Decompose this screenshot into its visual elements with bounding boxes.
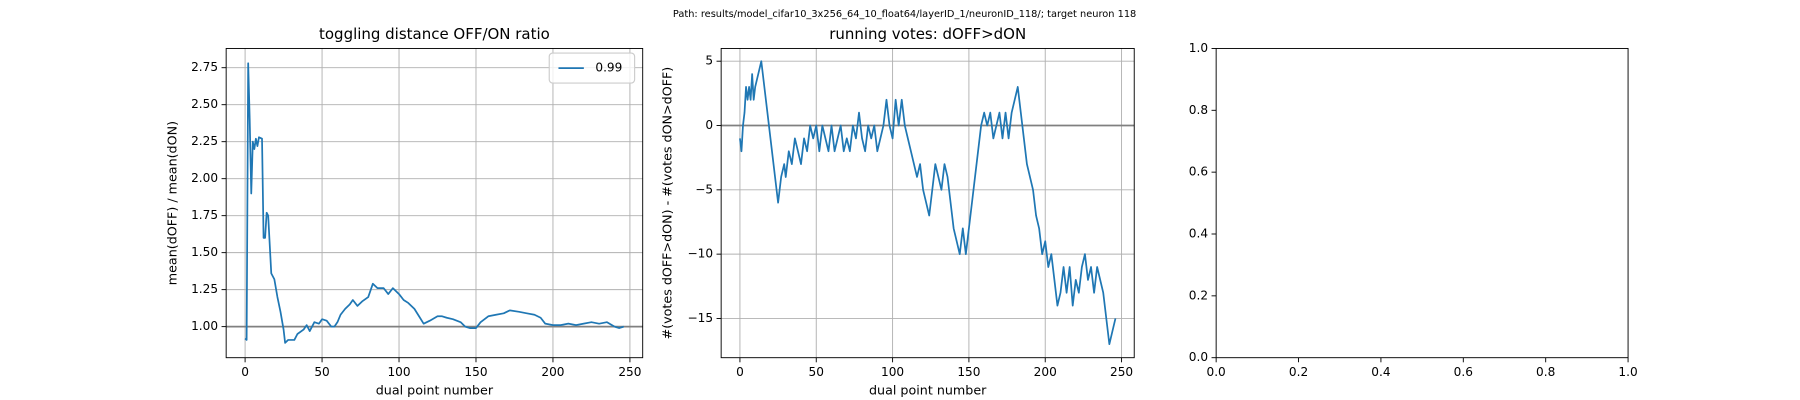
y-tick-label: 2.25	[191, 134, 218, 148]
x-tick-label: 150	[957, 365, 980, 379]
y-tick-label: 1.75	[191, 208, 218, 222]
x-tick-label: 0	[241, 365, 249, 379]
axes-frame	[720, 47, 1135, 359]
x-tick-label: 0.0	[1207, 365, 1226, 379]
x-tick-label: 100	[387, 365, 410, 379]
y-tick-label: 2.00	[191, 171, 218, 185]
x-tick-label: 0	[736, 365, 744, 379]
x-tick-label: 250	[618, 365, 641, 379]
chart-title: toggling distance OFF/ON ratio	[319, 25, 550, 43]
y-tick-label: 0.2	[1189, 288, 1208, 302]
y-tick-label: 0.4	[1189, 226, 1209, 240]
y-tick-label: −10	[688, 247, 714, 261]
legend-label: 0.99	[595, 61, 622, 75]
x-tick-label: 250	[1110, 365, 1133, 379]
axes-frame	[1215, 47, 1629, 359]
x-tick-label: 150	[464, 365, 487, 379]
x-tick-label: 200	[1034, 365, 1057, 379]
y-tick-label: −15	[688, 311, 714, 325]
x-tick-label: 0.8	[1536, 365, 1555, 379]
y-tick-label: 1.50	[191, 245, 218, 259]
y-tick-label: 1.0	[1189, 41, 1208, 55]
figure-title: Path: results/model_cifar10_3x256_64_10_…	[673, 9, 1136, 20]
data-line	[244, 62, 625, 344]
y-axis-label: #(votes dOFF>dON) - #(votes dON>dOFF)	[660, 67, 675, 340]
data-line	[739, 60, 1117, 346]
y-tick-label: 0.8	[1189, 103, 1208, 117]
x-tick-label: 50	[314, 365, 329, 379]
x-tick-label: 1.0	[1618, 365, 1637, 379]
x-tick-label: 100	[881, 365, 904, 379]
legend-box	[548, 52, 636, 84]
y-axis-label: mean(dOFF) / mean(dON)	[165, 121, 180, 285]
axes-frame	[225, 47, 644, 359]
y-tick-label: 0	[705, 118, 713, 132]
x-tick-label: 200	[541, 365, 564, 379]
y-tick-label: 2.50	[191, 97, 218, 111]
x-tick-label: 0.4	[1371, 365, 1391, 379]
chart-title: running votes: dOFF>dON	[829, 25, 1026, 43]
y-tick-label: 5	[705, 54, 713, 68]
y-tick-label: 1.00	[191, 319, 218, 333]
x-axis-label: dual point number	[376, 383, 494, 398]
y-tick-label: 0.0	[1189, 350, 1208, 364]
x-tick-label: 0.2	[1289, 365, 1308, 379]
y-tick-label: 0.6	[1189, 165, 1208, 179]
x-tick-label: 50	[809, 365, 824, 379]
y-tick-label: 2.75	[191, 60, 218, 74]
y-tick-label: −5	[695, 182, 713, 196]
y-tick-label: 1.25	[191, 282, 218, 296]
x-tick-label: 0.6	[1454, 365, 1473, 379]
x-axis-label: dual point number	[869, 383, 987, 398]
